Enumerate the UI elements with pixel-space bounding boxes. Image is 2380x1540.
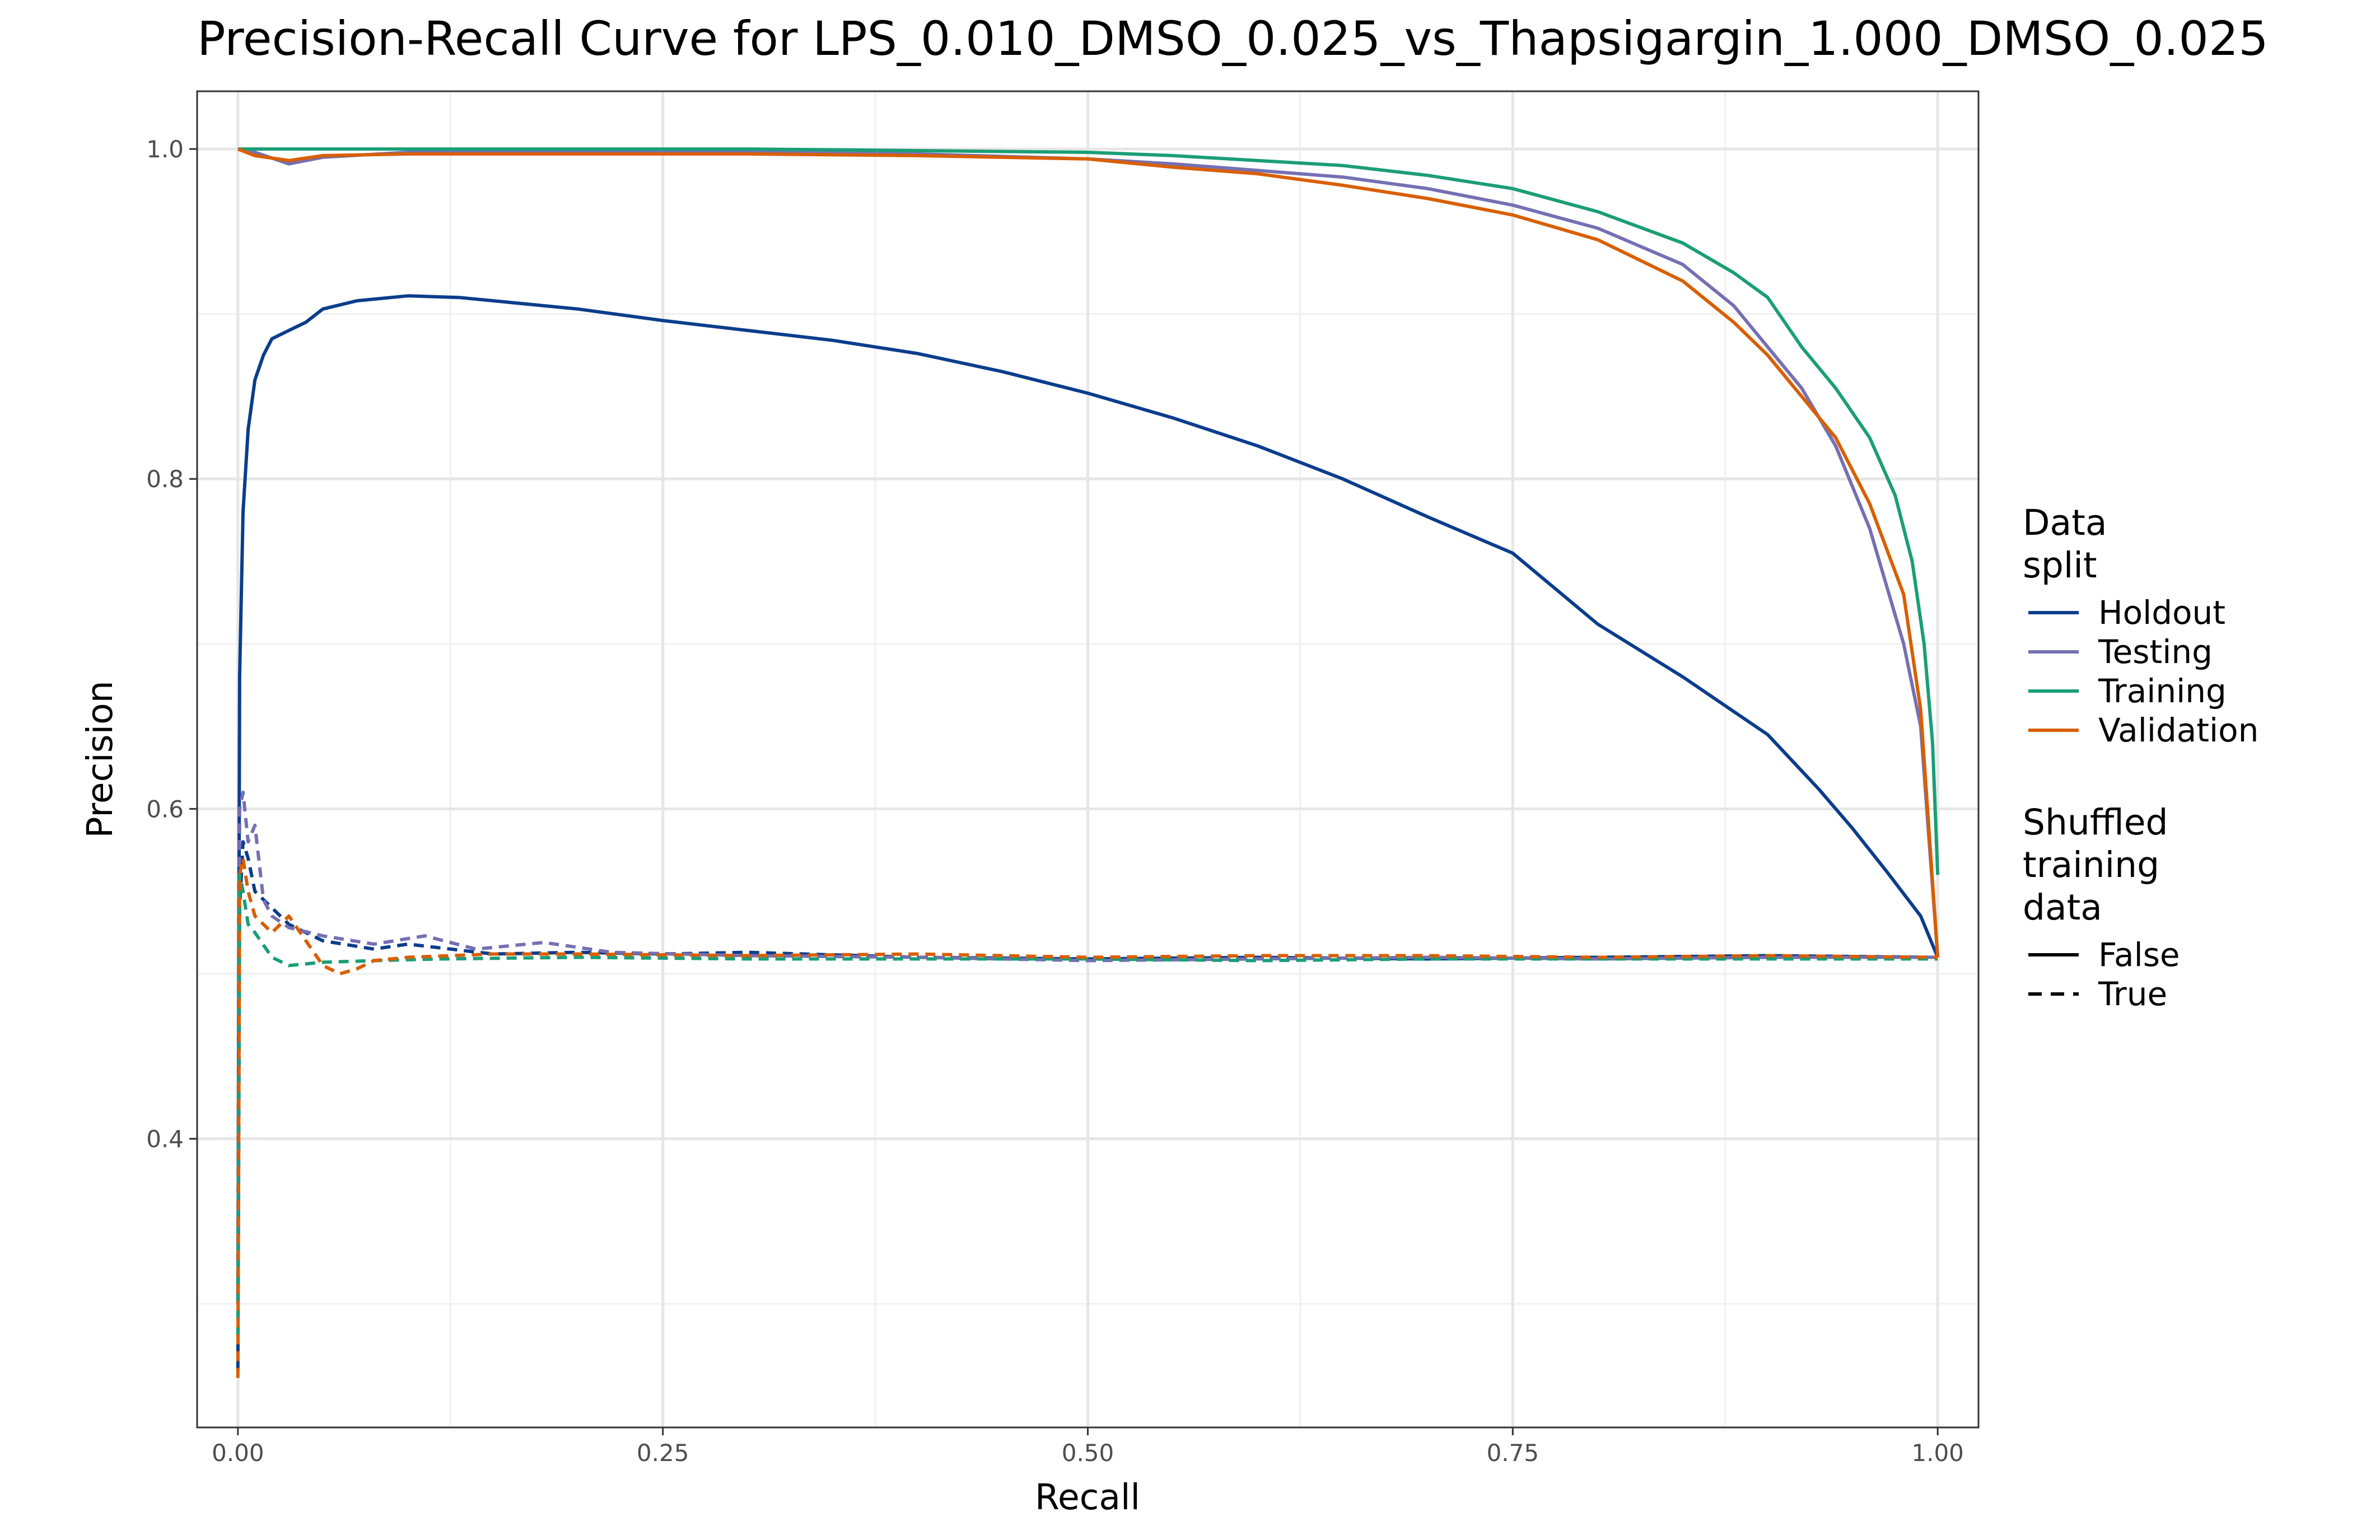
y-tick-label: 1.0 — [146, 136, 184, 163]
legend-label-holdout: Holdout — [2098, 594, 2225, 632]
series-line-holdout — [236, 294, 1939, 1304]
legend-color-title: split — [2023, 545, 2097, 586]
x-tick-label: 1.00 — [1911, 1439, 1964, 1467]
grid-lines — [197, 91, 1978, 1427]
legend-linetype-title: training — [2023, 844, 2159, 885]
legend-linetype-title: data — [2023, 887, 2102, 928]
series-lines — [236, 147, 1940, 1378]
x-tick-label: 0.00 — [212, 1439, 264, 1467]
legend-color-title: Data — [2023, 502, 2107, 543]
x-axis-title: Recall — [1035, 1477, 1140, 1518]
series-line-validation — [237, 147, 1940, 958]
legend-label-training: Training — [2098, 672, 2227, 710]
legend-label-false: False — [2098, 936, 2180, 974]
legend: DatasplitHoldoutTestingTrainingValidatio… — [2023, 502, 2258, 1013]
chart-title: Precision-Recall Curve for LPS_0.010_DMS… — [197, 11, 2269, 66]
x-tick-label: 0.50 — [1062, 1439, 1114, 1467]
series-line-training-shuffled — [236, 873, 1938, 1337]
axis-ticks: 0.00 0.25 0.50 0.75 1.00 0.4 0.6 0.8 1.0 — [146, 136, 1964, 1467]
legend-label-true: True — [2098, 975, 2167, 1013]
legend-label-validation: Validation — [2098, 711, 2258, 749]
series-line-validation-shuffled — [236, 856, 1938, 1378]
y-tick-label: 0.4 — [146, 1126, 184, 1153]
y-tick-label: 0.6 — [146, 795, 184, 823]
legend-linetype-title: Shuffled — [2023, 802, 2168, 843]
y-axis-title: Precision — [80, 680, 120, 838]
y-tick-label: 0.8 — [146, 465, 184, 493]
legend-label-testing: Testing — [2098, 633, 2213, 671]
x-tick-label: 0.75 — [1487, 1439, 1539, 1467]
series-line-testing-shuffled — [236, 790, 1938, 1304]
x-tick-label: 0.25 — [637, 1439, 689, 1467]
series-line-training — [237, 147, 1940, 875]
